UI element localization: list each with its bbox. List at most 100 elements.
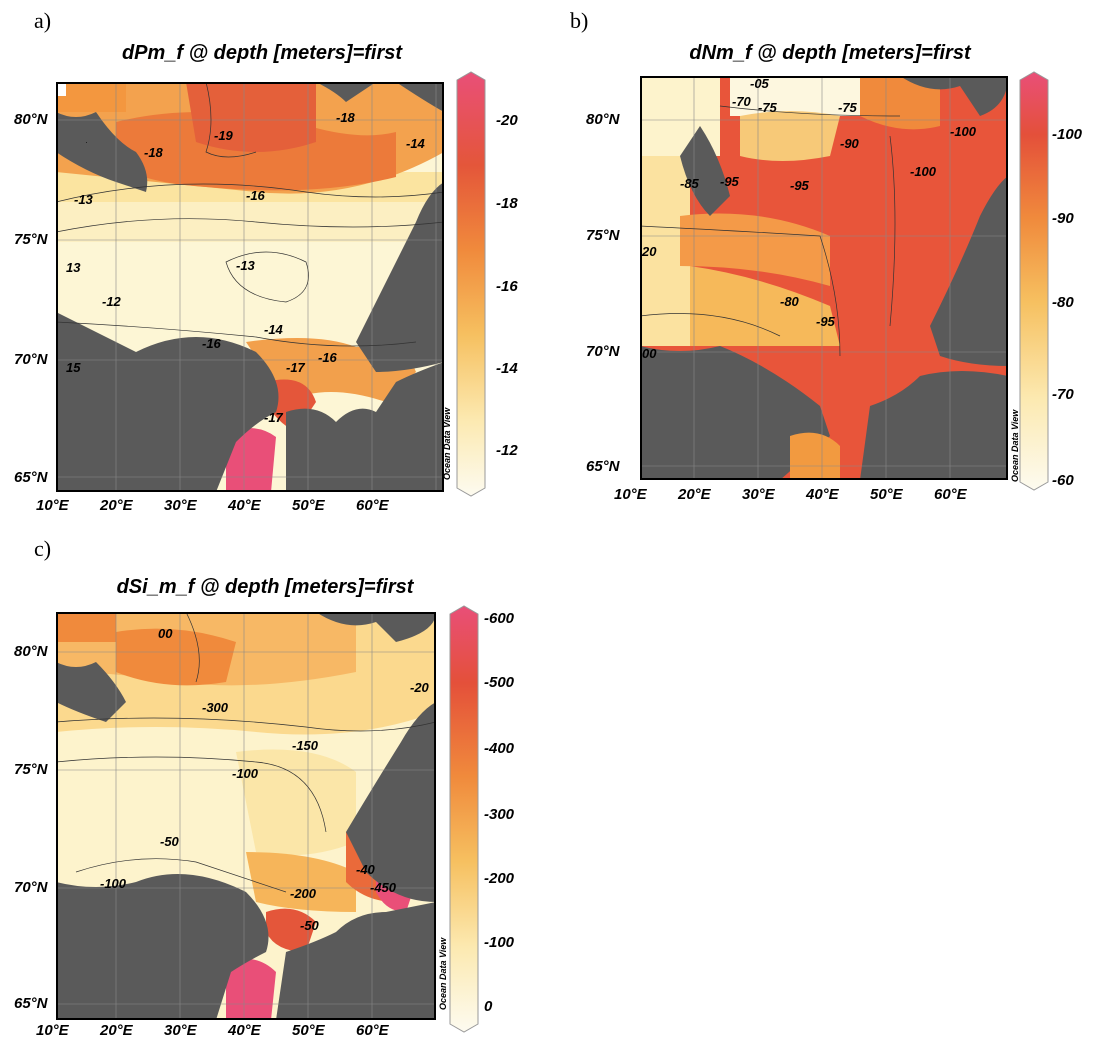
contour-label: -13 bbox=[74, 192, 94, 207]
lon-label: 40°E bbox=[806, 486, 839, 503]
contour-label: -20 bbox=[410, 680, 430, 695]
colorbar-tick: 0 bbox=[484, 998, 493, 1015]
lat-label-80: 80°N bbox=[14, 111, 48, 128]
lat-label-75: 75°N bbox=[14, 231, 48, 248]
contour-label: -14 bbox=[264, 322, 284, 337]
lon-label: 10°E bbox=[614, 486, 647, 503]
lat-label-75: 75°N bbox=[586, 227, 620, 244]
contour-label: -16 bbox=[246, 188, 266, 203]
colorbar-tick: -500 bbox=[484, 674, 515, 691]
contour-label: -95 bbox=[720, 174, 740, 189]
lat-label-65: 65°N bbox=[14, 995, 48, 1012]
contour-label: -150 bbox=[292, 738, 319, 753]
colorbar bbox=[456, 71, 486, 497]
contour-label: -100 bbox=[100, 876, 127, 891]
lon-label: 30°E bbox=[742, 486, 775, 503]
colorbar bbox=[449, 605, 479, 1033]
lon-label: 50°E bbox=[292, 497, 325, 514]
lon-label: 60°E bbox=[934, 486, 967, 503]
lat-label-65: 65°N bbox=[586, 458, 620, 475]
contour-label: 00 bbox=[158, 626, 173, 641]
watermark: Ocean Data View bbox=[438, 937, 448, 1010]
colorbar-tick: -300 bbox=[484, 806, 515, 823]
contour-label: -450 bbox=[370, 880, 397, 895]
contour-label: -75 bbox=[758, 100, 778, 115]
map-plot[interactable]: -300 -200 -150 -100 -100 -50 -450 -50 -2… bbox=[56, 612, 436, 1020]
contour-label: -17 bbox=[264, 410, 284, 425]
contour-label: -50 bbox=[300, 918, 320, 933]
lat-label-75: 75°N bbox=[14, 761, 48, 778]
contour-label: -200 bbox=[290, 886, 317, 901]
contour-label: -18 bbox=[336, 110, 356, 125]
lat-label-70: 70°N bbox=[14, 351, 48, 368]
contour-label: -40 bbox=[356, 862, 376, 877]
lon-label: 50°E bbox=[292, 1022, 325, 1039]
lon-label: 60°E bbox=[356, 497, 389, 514]
contour-label: -100 bbox=[950, 124, 977, 139]
colorbar-tick: -100 bbox=[1052, 126, 1083, 143]
colorbar-tick: -90 bbox=[1052, 210, 1074, 227]
contour-label: -95 bbox=[816, 314, 836, 329]
contour-label: -13 bbox=[236, 258, 256, 273]
lat-label-70: 70°N bbox=[586, 343, 620, 360]
colorbar-tick: -14 bbox=[496, 360, 518, 377]
lon-label: 30°E bbox=[164, 1022, 197, 1039]
lat-label-80: 80°N bbox=[586, 111, 620, 128]
lon-label: 60°E bbox=[356, 1022, 389, 1039]
contour-label: -05 bbox=[750, 76, 770, 91]
lon-label: 20°E bbox=[678, 486, 711, 503]
lon-label: 40°E bbox=[228, 497, 261, 514]
contour-label: -17 bbox=[286, 360, 306, 375]
colorbar-tick: -400 bbox=[484, 740, 515, 757]
contour-label: -16 bbox=[202, 336, 222, 351]
panel-letter: b) bbox=[570, 8, 589, 33]
colorbar-tick: -70 bbox=[1052, 386, 1074, 403]
colorbar-tick: -20 bbox=[496, 112, 518, 129]
colorbar bbox=[1019, 71, 1049, 491]
panel-letter: c) bbox=[34, 536, 52, 561]
contour-label: -75 bbox=[838, 100, 858, 115]
lon-label: 30°E bbox=[164, 497, 197, 514]
watermark: Ocean Data View bbox=[442, 407, 452, 480]
colorbar-tick: -100 bbox=[484, 934, 515, 951]
lat-label-65: 65°N bbox=[14, 469, 48, 486]
lon-label: 10°E bbox=[36, 1022, 69, 1039]
panel-title: dPm_f @ depth [meters]=first bbox=[121, 42, 403, 64]
contour-label: -18 bbox=[144, 145, 164, 160]
colorbar-tick: -600 bbox=[484, 610, 515, 627]
lat-label-70: 70°N bbox=[14, 879, 48, 896]
map-plot[interactable]: -19 -18 -18 -17 -16 -16 -16 -14 -14 -13 … bbox=[56, 82, 444, 492]
colorbar-tick: -12 bbox=[496, 442, 518, 459]
panel-title: dSi_m_f @ depth [meters]=first bbox=[116, 576, 414, 598]
contour-label: -95 bbox=[790, 178, 810, 193]
lat-label-80: 80°N bbox=[14, 643, 48, 660]
lon-label: 10°E bbox=[36, 497, 69, 514]
colorbar-tick: -18 bbox=[496, 195, 518, 212]
panel-letter: a) bbox=[34, 8, 52, 33]
contour-label: -90 bbox=[840, 136, 860, 151]
contour-label: -50 bbox=[160, 834, 180, 849]
contour-label: -100 bbox=[232, 766, 259, 781]
contour-label: -12 bbox=[102, 294, 122, 309]
lon-label: 50°E bbox=[870, 486, 903, 503]
panel-title: dNm_f @ depth [meters]=first bbox=[689, 42, 971, 64]
contour-label: 20 bbox=[641, 244, 657, 259]
contour-label: -85 bbox=[680, 176, 700, 191]
contour-label: -14 bbox=[406, 136, 426, 151]
contour-label: -100 bbox=[910, 164, 937, 179]
contour-label: 15 bbox=[66, 360, 81, 375]
map-plot[interactable]: -100 -100 -95 -95 -90 -85 -80 -75 -75 -7… bbox=[640, 76, 1008, 480]
contour-label: -80 bbox=[780, 294, 800, 309]
watermark: Ocean Data View bbox=[1010, 409, 1020, 482]
colorbar-tick: -60 bbox=[1052, 472, 1074, 489]
contour-label: -16 bbox=[318, 350, 338, 365]
contour-label: -70 bbox=[732, 94, 752, 109]
colorbar-tick: -80 bbox=[1052, 294, 1074, 311]
contour-label: -300 bbox=[202, 700, 229, 715]
colorbar-tick: -16 bbox=[496, 278, 518, 295]
contour-label: 13 bbox=[66, 260, 81, 275]
lon-label: 40°E bbox=[228, 1022, 261, 1039]
lon-label: 20°E bbox=[100, 1022, 133, 1039]
contour-label: -19 bbox=[214, 128, 234, 143]
lon-label: 20°E bbox=[100, 497, 133, 514]
